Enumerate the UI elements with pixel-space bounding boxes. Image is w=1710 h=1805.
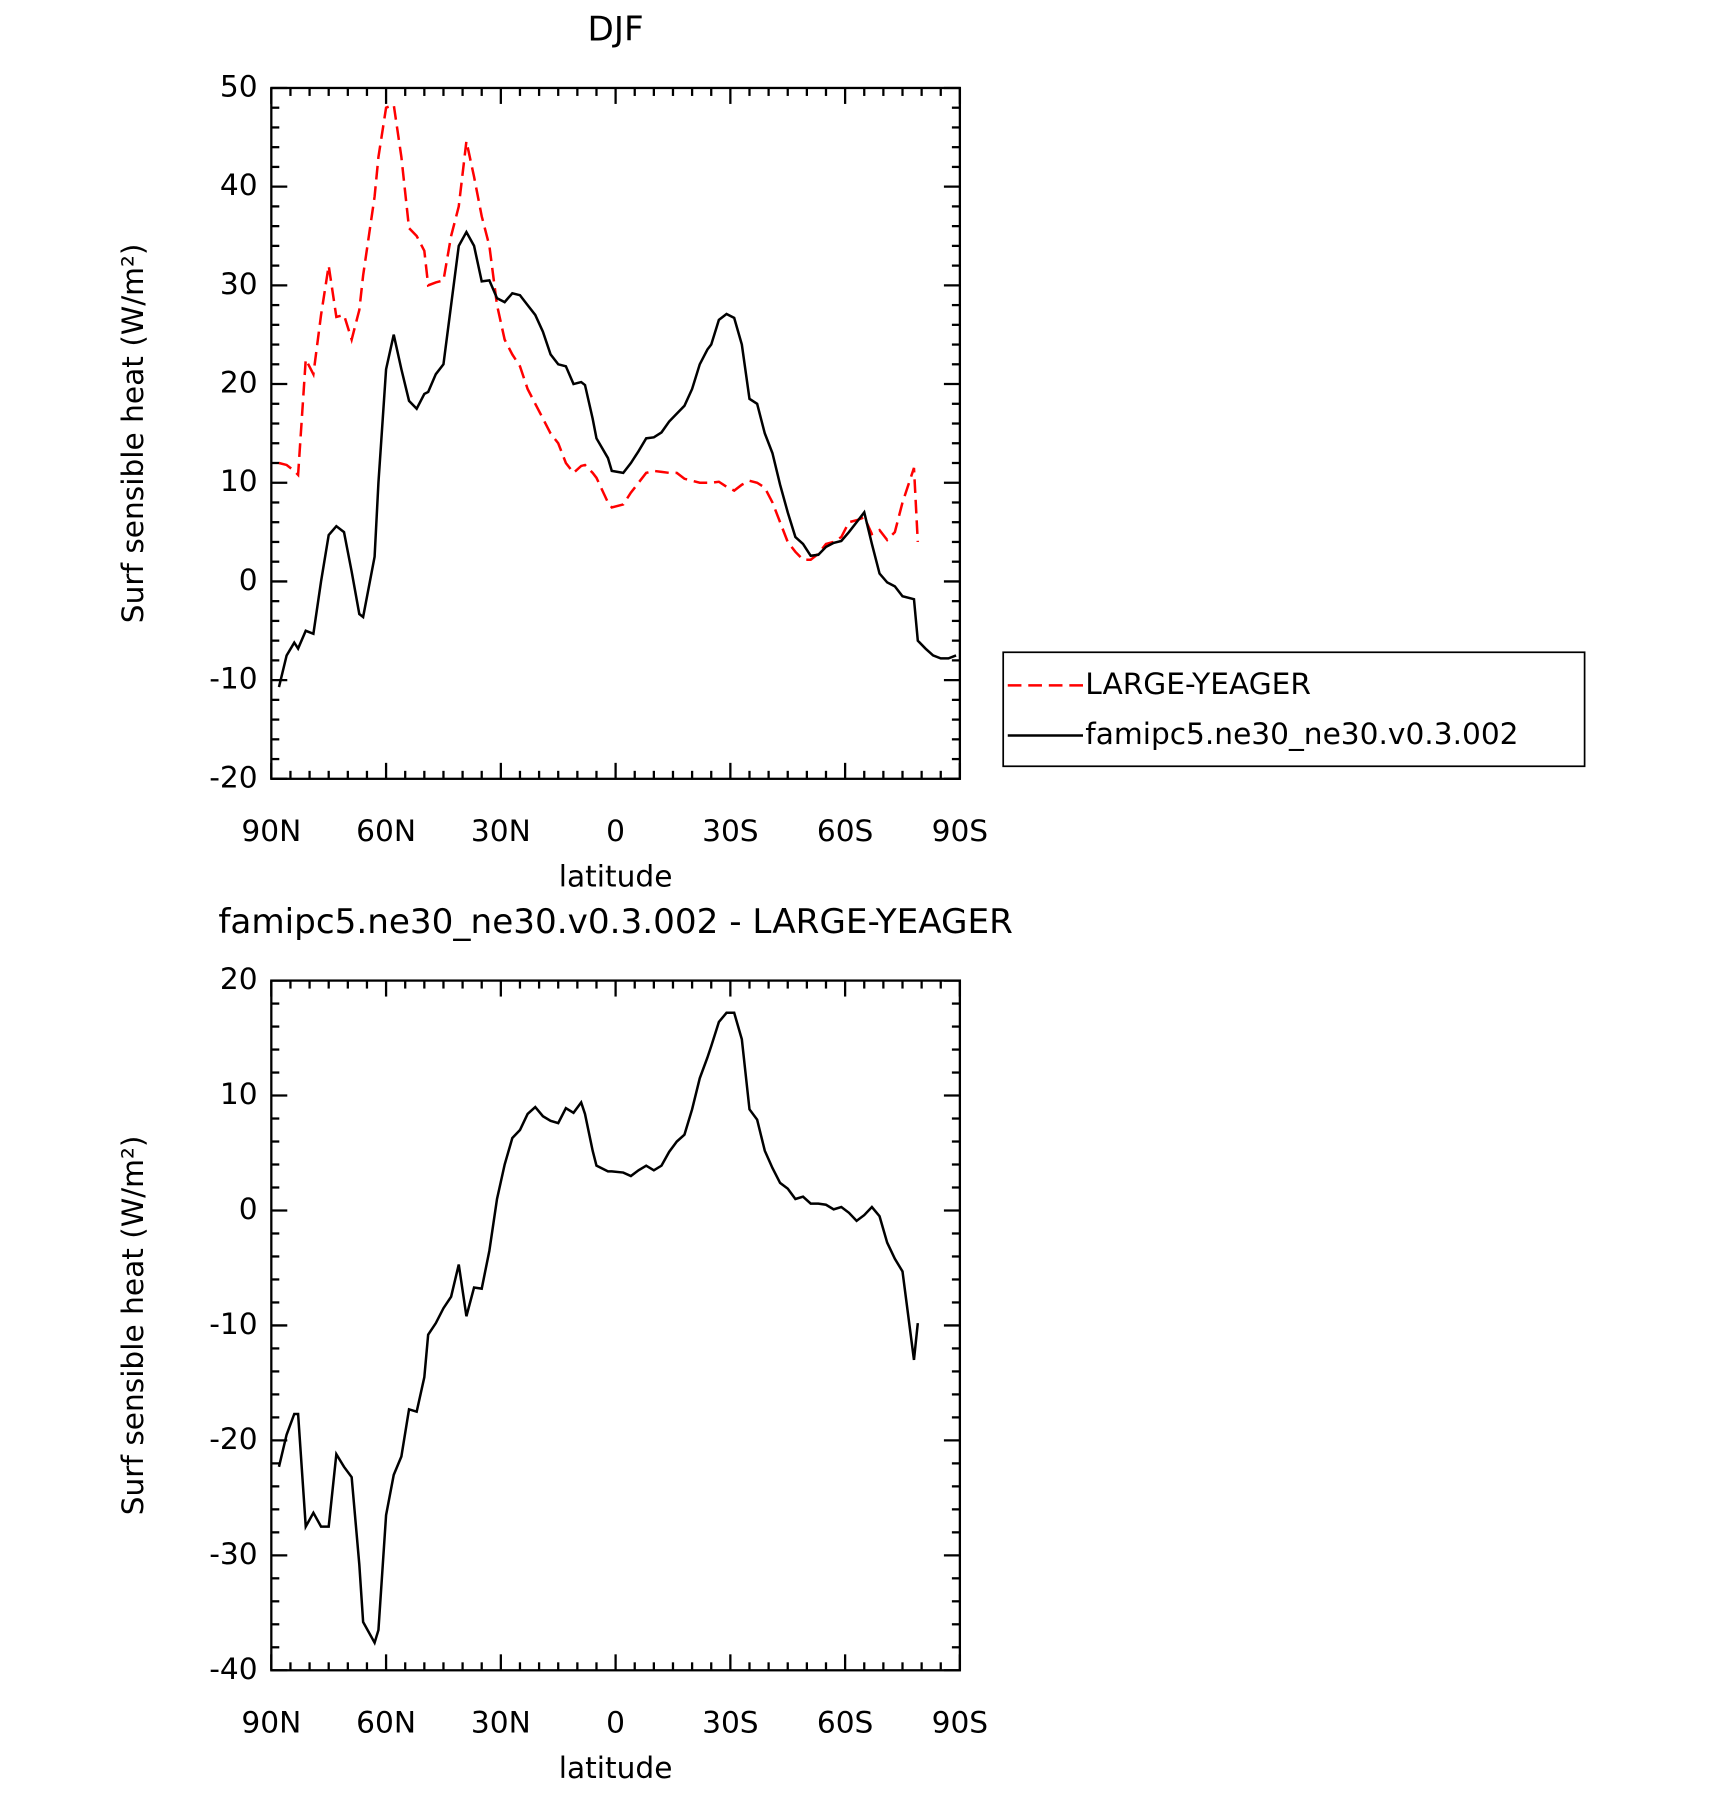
x-tick-label: 30N: [471, 813, 531, 848]
y-tick-label: 20: [220, 365, 258, 400]
x-tick-label: 30S: [702, 813, 759, 848]
legend-box: [1002, 651, 1586, 768]
y-tick-label: 10: [220, 1076, 258, 1111]
data-line: [277, 229, 957, 688]
x-tick-label: 0: [606, 813, 625, 848]
chart-title: DJF: [588, 9, 644, 49]
x-tick-label: 90N: [241, 813, 301, 848]
x-tick-label: 0: [606, 1704, 625, 1739]
x-tick-label: 90S: [932, 1704, 989, 1739]
x-tick-label: 30S: [702, 1704, 759, 1739]
y-tick-label: -20: [209, 1421, 257, 1456]
chart-title: famipc5.ne30_ne30.v0.3.002 - LARGE-YEAGE…: [218, 902, 1013, 942]
y-tick-label: -10: [209, 661, 257, 696]
y-tick-label: -40: [209, 1651, 257, 1686]
y-tick-label: 0: [239, 1191, 258, 1226]
y-axis-label: Surf sensible heat (W/m²): [115, 1136, 150, 1516]
y-tick-label: 10: [220, 463, 258, 498]
x-tick-label: 90N: [241, 1704, 301, 1739]
x-tick-label: 60S: [817, 813, 874, 848]
plot-frame: [270, 979, 962, 1672]
plot-frame: [270, 86, 962, 780]
y-tick-label: 20: [220, 961, 258, 996]
x-tick-label: 60N: [356, 813, 416, 848]
data-line: [277, 1011, 920, 1646]
legend-label: LARGE-YEAGER: [1085, 666, 1311, 701]
y-tick-label: 50: [220, 68, 258, 103]
y-tick-label: -20: [209, 759, 257, 794]
y-tick-label: 30: [220, 266, 258, 301]
x-tick-label: 90S: [932, 813, 989, 848]
data-line: [278, 103, 920, 561]
x-tick-label: 30N: [471, 1704, 531, 1739]
x-axis-label: latitude: [559, 858, 673, 893]
y-tick-label: -10: [209, 1306, 257, 1341]
x-tick-label: 60N: [356, 1704, 416, 1739]
legend-label: famipc5.ne30_ne30.v0.3.002: [1085, 716, 1518, 751]
x-tick-label: 60S: [817, 1704, 874, 1739]
y-tick-label: -30: [209, 1536, 257, 1571]
y-axis-label: Surf sensible heat (W/m²): [115, 244, 150, 624]
y-tick-label: 40: [220, 167, 258, 202]
y-tick-label: 0: [239, 562, 258, 597]
x-axis-label: latitude: [559, 1750, 673, 1785]
